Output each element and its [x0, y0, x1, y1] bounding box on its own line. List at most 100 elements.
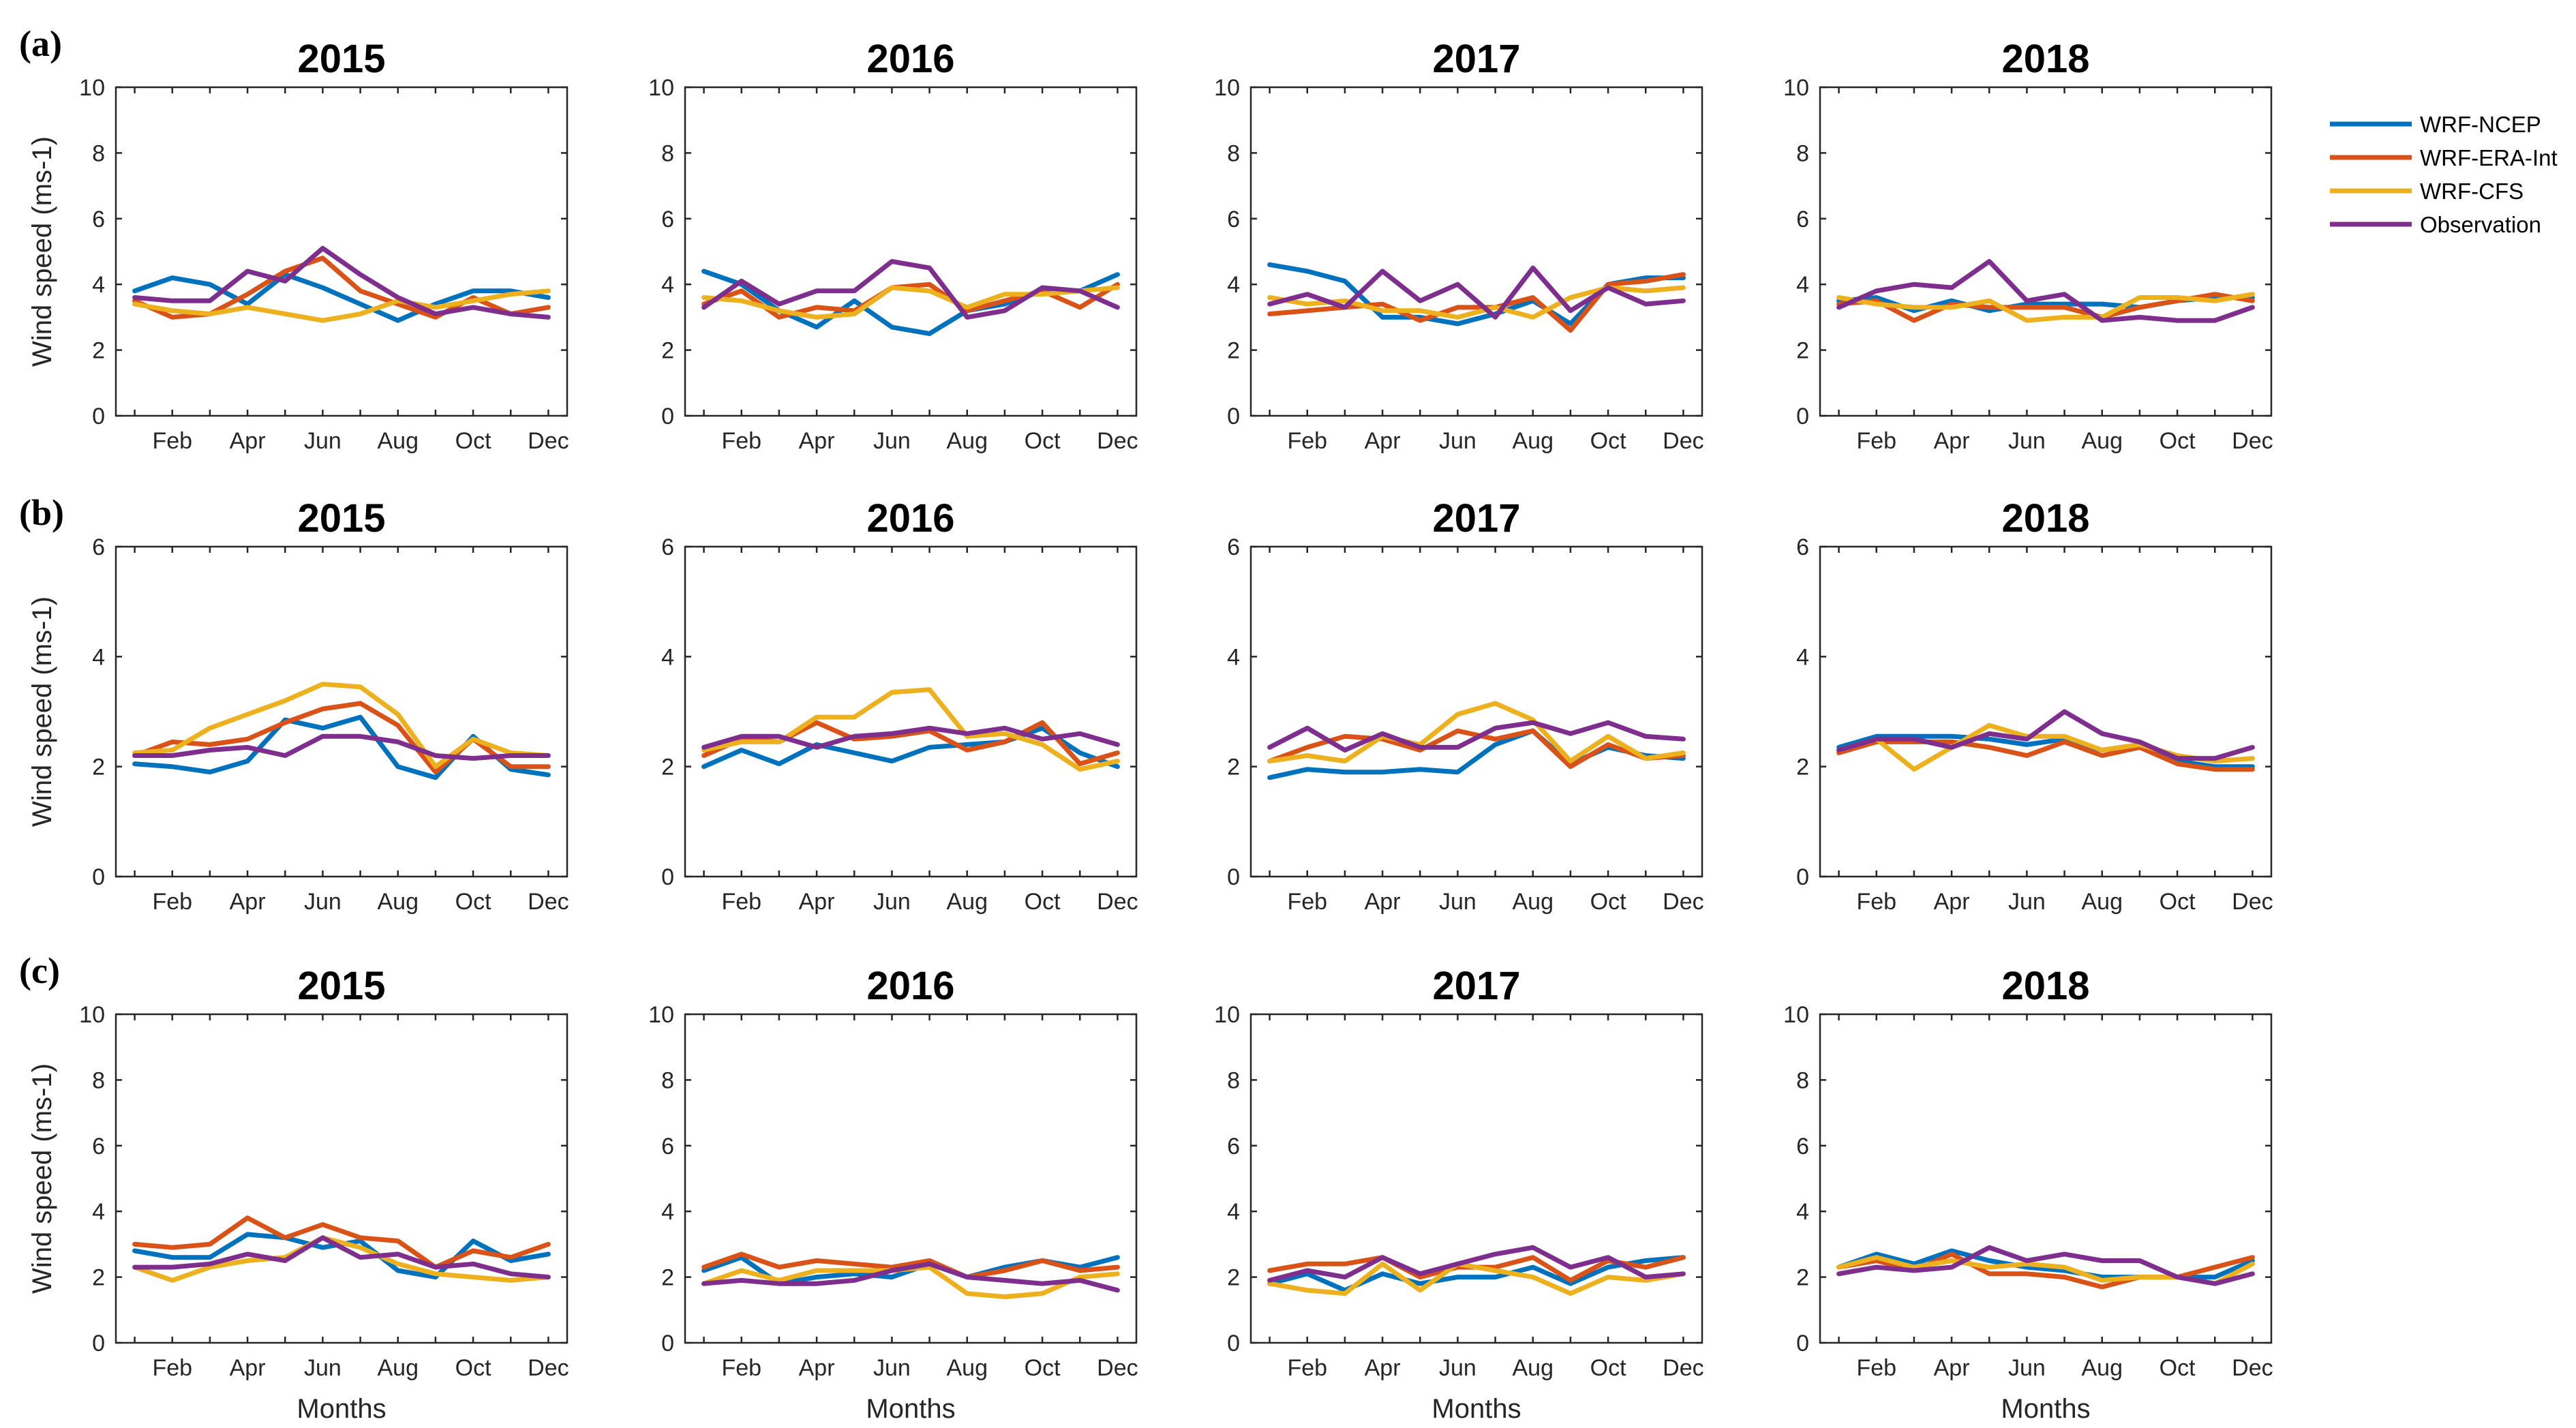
series-line-wrf-ncep	[1267, 1255, 1686, 1293]
series-line-wrf-cfs	[1267, 1261, 1686, 1296]
y-tick-label: 6	[661, 534, 674, 560]
x-tick-label: Aug	[1513, 889, 1554, 915]
panel-title: 2017	[1432, 37, 1520, 81]
axes-box	[684, 545, 1138, 878]
series-line-wrf-ncep	[132, 272, 551, 323]
panel-title: 2017	[1432, 496, 1520, 541]
y-tick-label: 8	[1227, 140, 1240, 166]
row-label: (c)	[19, 950, 60, 991]
series-line-observation	[132, 245, 551, 320]
x-tick-label: Jun	[873, 889, 911, 915]
panel-a-2017: 2017 0 2 4 6 8 10 Feb Apr Jun Aug Oct Dec	[1214, 37, 1703, 454]
y-tick-label: 0	[661, 1331, 674, 1356]
legend-label: WRF-ERA-Int	[2420, 145, 2558, 170]
y-tick-label: 2	[92, 755, 105, 780]
axes-box	[115, 545, 569, 878]
legend-item: WRF-CFS	[2330, 179, 2524, 204]
y-tick-label: 0	[1227, 864, 1240, 890]
y-tick-label: 2	[92, 1265, 105, 1291]
panel-b-2018: 2018 0 2 4 6 Feb Apr Jun Aug Oct Dec	[1796, 496, 2273, 915]
series-line-wrf-cfs	[132, 682, 551, 770]
y-tick-label: 8	[661, 140, 674, 166]
x-tick-label: Apr	[1934, 428, 1970, 454]
panel-title: 2017	[1432, 964, 1520, 1008]
series-line-wrf-cfs	[132, 288, 551, 323]
x-tick-label: Feb	[1856, 1355, 1896, 1381]
y-tick-label: 6	[1227, 207, 1240, 232]
x-tick-label: Dec	[1097, 1355, 1138, 1381]
x-tick-label: Dec	[2232, 1355, 2273, 1381]
y-tick-label: 0	[1227, 404, 1240, 429]
y-tick-label: 6	[661, 207, 674, 232]
panels: 2015 0 2 4 6 8 10 Feb Apr Jun Aug Oct Dec Wind speed …	[27, 37, 2273, 1424]
y-tick-label: 6	[92, 534, 105, 560]
panel-title: 2015	[297, 964, 385, 1008]
x-tick-label: Oct	[2160, 428, 2196, 454]
axes-box	[1249, 1013, 1703, 1344]
x-tick-label: Oct	[455, 889, 491, 915]
y-tick-label: 4	[1227, 1199, 1240, 1225]
y-tick-label: 6	[1227, 534, 1240, 560]
x-tick-label: Apr	[1365, 428, 1401, 454]
x-tick-label: Apr	[799, 428, 835, 454]
series-line-observation	[701, 1261, 1120, 1293]
panel-b-2017: 2017 0 2 4 6 Feb Apr Jun Aug Oct Dec	[1227, 496, 1704, 915]
row-label: (b)	[19, 492, 64, 533]
series-line-observation	[701, 259, 1120, 320]
y-tick-label: 8	[1796, 1067, 1809, 1093]
y-axis-label: Wind speed (ms-1)	[27, 1063, 57, 1294]
x-tick-label: Apr	[1934, 1355, 1970, 1381]
y-tick-label: 0	[661, 404, 674, 429]
axes-box	[1819, 545, 2273, 878]
x-axis-label: Months	[1431, 1394, 1521, 1424]
x-tick-label: Aug	[2082, 889, 2123, 915]
y-axis-label: Wind speed (ms-1)	[27, 596, 57, 827]
legend-label: Observation	[2420, 212, 2541, 237]
x-tick-label: Oct	[2160, 1355, 2196, 1381]
x-axis-label: Months	[866, 1394, 955, 1424]
x-tick-label: Apr	[1365, 889, 1401, 915]
x-tick-label: Dec	[528, 889, 569, 915]
series-line-observation	[132, 1235, 551, 1280]
x-tick-label: Feb	[721, 889, 761, 915]
x-tick-label: Feb	[1287, 889, 1327, 915]
y-tick-label: 10	[79, 75, 105, 101]
x-tick-label: Aug	[1513, 428, 1554, 454]
x-axis-label: Months	[297, 1394, 386, 1424]
y-tick-label: 0	[1227, 1331, 1240, 1356]
series-line-wrf-era-int	[1836, 739, 2255, 772]
y-tick-label: 4	[92, 644, 105, 670]
series-line-wrf-era-int	[701, 1251, 1120, 1280]
panel-a-2016: 2016 0 2 4 6 8 10 Feb Apr Jun Aug Oct Dec	[648, 37, 1138, 454]
y-tick-label: 6	[1796, 534, 1809, 560]
y-tick-label: 4	[661, 272, 674, 298]
legend-label: WRF-NCEP	[2420, 112, 2541, 137]
series-line-observation	[1267, 1245, 1686, 1283]
x-tick-label: Feb	[1856, 428, 1896, 454]
y-tick-label: 2	[1796, 338, 1809, 364]
y-tick-label: 4	[1227, 644, 1240, 670]
x-tick-label: Dec	[2232, 889, 2273, 915]
panel-title: 2015	[297, 496, 385, 541]
x-tick-label: Aug	[1513, 1355, 1554, 1381]
legend-label: WRF-CFS	[2420, 179, 2524, 204]
x-tick-label: Aug	[378, 1355, 419, 1381]
x-tick-label: Jun	[873, 428, 911, 454]
y-tick-label: 4	[92, 272, 105, 298]
x-tick-label: Jun	[2008, 889, 2046, 915]
y-tick-label: 2	[661, 755, 674, 780]
x-tick-label: Feb	[1287, 1355, 1327, 1381]
y-tick-label: 4	[1796, 272, 1809, 298]
x-tick-label: Feb	[721, 428, 761, 454]
x-tick-label: Aug	[378, 428, 419, 454]
axes-box	[1819, 86, 2273, 417]
y-tick-label: 0	[92, 404, 105, 429]
panel-b-2015: 2015 0 2 4 6 Feb Apr Jun Aug Oct Dec Wind speed (ms…	[27, 496, 569, 915]
y-tick-label: 0	[1796, 864, 1809, 890]
series-line-wrf-cfs	[701, 687, 1120, 772]
panel-title: 2018	[2001, 496, 2089, 541]
panel-title: 2015	[297, 37, 385, 81]
row-labels: (a) (b) (c)	[19, 23, 64, 991]
series-line-wrf-cfs	[1267, 701, 1686, 764]
